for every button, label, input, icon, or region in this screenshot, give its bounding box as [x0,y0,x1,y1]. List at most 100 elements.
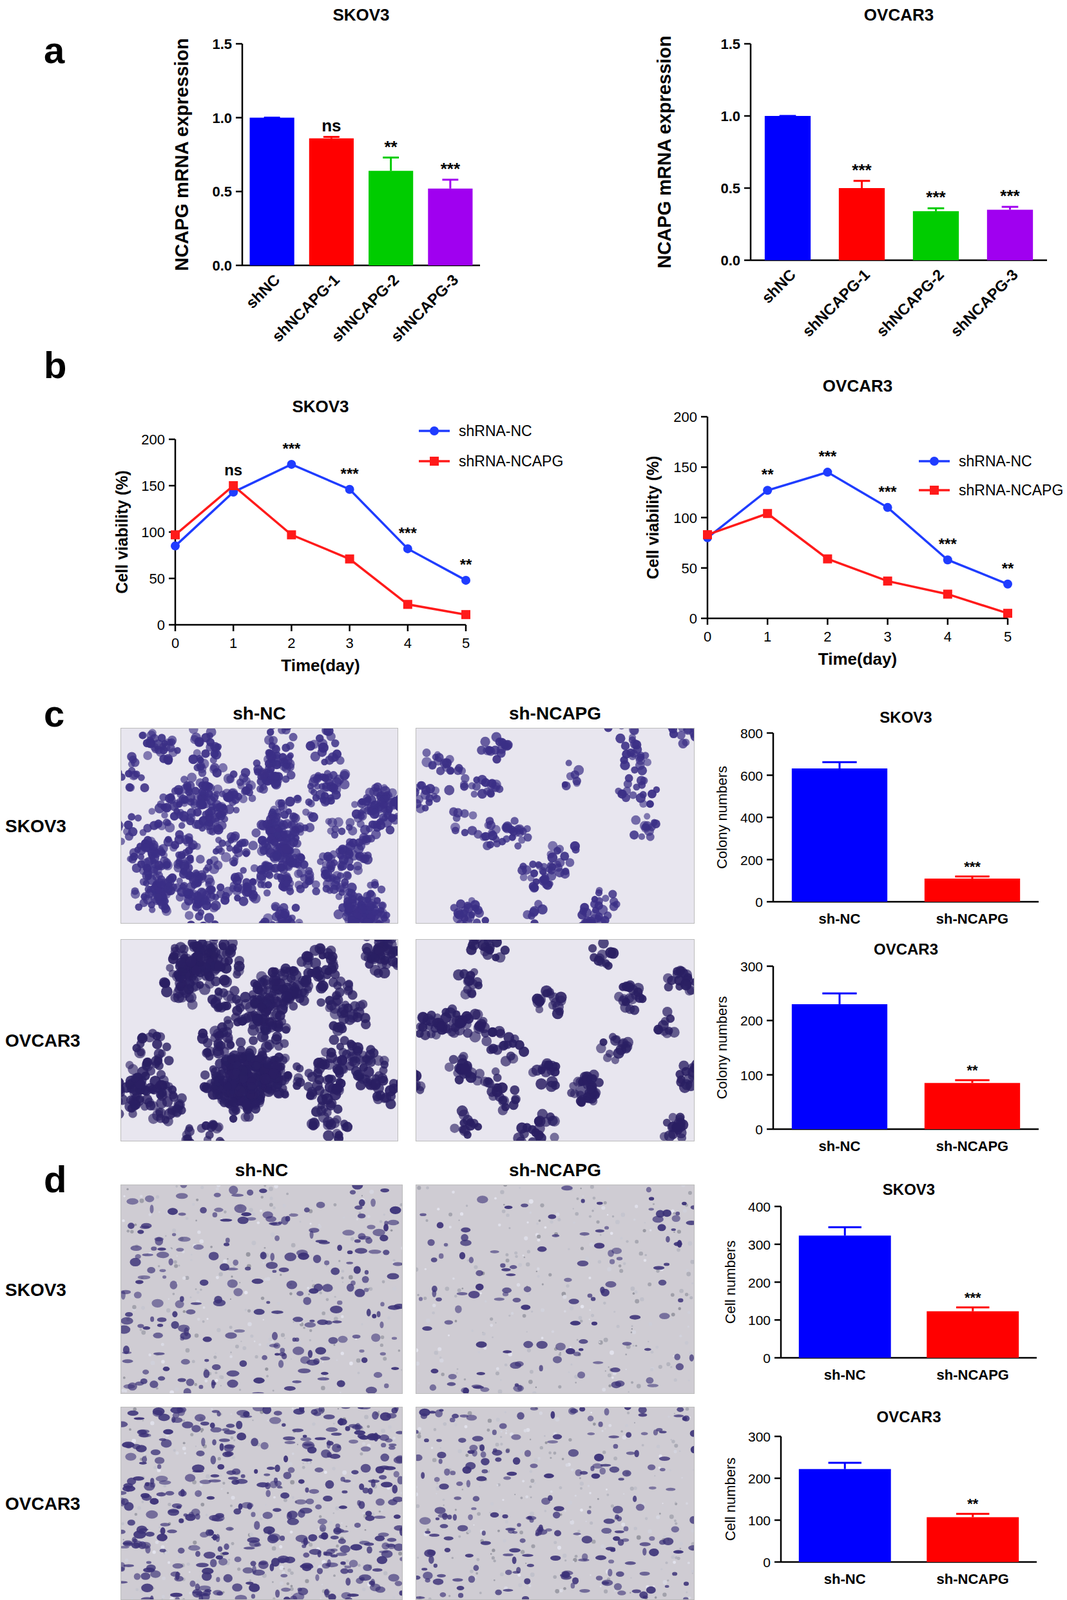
stained-cell [579,903,589,913]
stained-cell [226,775,235,784]
stained-cell [450,822,461,833]
stained-cell [128,771,139,781]
stained-cell [256,820,267,831]
column-header: sh-NCAPG [509,703,602,724]
stained-cell [541,873,549,881]
stained-cell [639,791,647,799]
stained-cell [299,860,308,870]
stained-cell [155,719,164,729]
stained-cell [209,765,219,775]
stained-cell [378,967,390,979]
stained-cell [461,829,469,837]
stained-cell [365,930,374,939]
stained-cell [380,914,388,923]
stained-cell [293,929,303,938]
stained-cell [528,860,537,869]
stained-cell [641,823,650,832]
stained-cell [117,838,125,846]
stained-cell [353,865,363,875]
stained-cell [280,909,290,919]
stained-cell [346,1039,356,1049]
stained-cell [681,717,691,727]
stained-cell [158,715,167,725]
stained-cell [434,751,441,758]
stained-cell [363,927,372,936]
stained-cell [239,896,249,907]
stained-cell [468,782,476,790]
stained-cell [128,827,138,837]
stained-cell [170,883,178,891]
stained-cell [185,781,195,791]
stained-cell [214,1031,225,1042]
stained-cell [175,893,185,903]
stained-cell [554,867,565,878]
stained-cell [192,903,200,912]
stained-cell [286,718,296,728]
stained-cell [206,885,216,895]
stained-cell [561,781,571,791]
stained-cell [286,857,298,868]
stained-cell [450,903,459,912]
stained-cell [603,723,613,732]
stained-cell [271,1031,283,1042]
stained-cell [264,931,274,940]
stained-cell [271,817,281,827]
stained-cell [291,931,301,941]
stained-cell [164,836,173,844]
stained-cell [378,902,386,909]
stained-cell [372,925,381,933]
stained-cell [362,947,372,956]
stained-cell [460,909,469,919]
stained-cell [282,872,292,882]
stained-cell [217,1139,226,1148]
stained-cell [291,903,301,913]
stained-cell [268,927,276,935]
stained-cell [473,905,483,915]
stained-cell [452,808,463,819]
image-background [120,939,399,1142]
stained-cell [595,889,603,897]
stained-cell [130,889,140,899]
stained-cell [643,758,652,767]
stained-cell [211,920,220,929]
stained-cell [382,922,392,932]
stained-cell [269,921,276,928]
panel-letter: a [43,28,66,71]
stained-cell [294,926,303,935]
stained-cell [374,931,383,939]
stained-cell [111,833,120,842]
stained-cell [148,729,157,738]
stained-cell [339,769,350,780]
stained-cell [194,711,203,720]
stained-cell [476,746,486,756]
stained-cell [139,898,148,908]
stained-cell [535,862,544,871]
page: {"figure": {"panel_labels": ["a", "b", "… [0,0,1067,1600]
stained-cell [358,813,365,820]
stained-cell [213,860,223,870]
stained-cell [126,751,137,762]
stained-cell [345,903,355,914]
stained-cell [192,715,202,725]
stained-cell [233,872,243,882]
stained-cell [572,777,581,786]
stained-cell [205,1052,214,1062]
stained-cell [189,1149,198,1158]
stained-cell [117,773,126,782]
stained-cell [628,724,639,735]
image-background [120,728,399,924]
stained-cell [676,731,686,741]
stained-cell [161,811,169,819]
stained-cell [113,822,124,833]
stained-cell [330,784,341,795]
stained-cell [113,1084,125,1096]
stained-cell [285,929,294,937]
stained-cell [159,793,167,802]
stained-cell [146,736,154,745]
stained-cell [175,857,183,865]
stained-cell [502,821,513,832]
stained-cell [204,864,212,872]
stained-cell [148,867,159,877]
stained-cell [317,858,325,866]
stained-cell [281,844,292,854]
